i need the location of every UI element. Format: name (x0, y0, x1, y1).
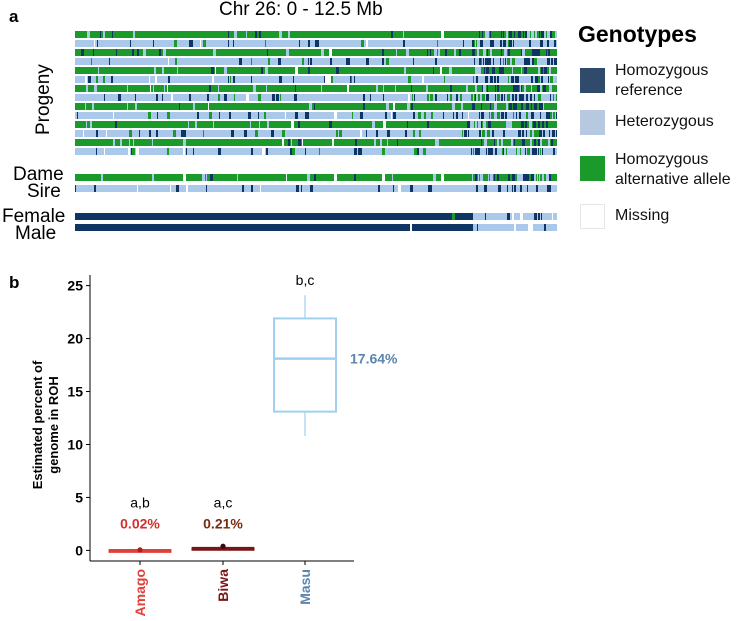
data-point (137, 547, 143, 553)
y-tick-label: 5 (75, 489, 83, 505)
significance-label: b,c (296, 272, 315, 288)
genotype-row (75, 85, 557, 92)
genotype-row (75, 185, 557, 192)
genotype-row (75, 67, 557, 74)
male-label: Male (15, 223, 57, 244)
genotype-heatmap (75, 31, 557, 231)
significance-label: a,b (130, 494, 150, 510)
iqr-box (273, 317, 337, 413)
chromosome-title: Chr 26: 0 - 12.5 Mb (219, 0, 383, 20)
genotype-row (75, 213, 557, 220)
genotype-row (75, 58, 557, 65)
legend-item-hom-ref: Homozygous reference (615, 62, 709, 99)
panel-a-label: a (9, 7, 19, 26)
genotype-row (75, 31, 557, 38)
x-category-label: Biwa (215, 569, 231, 602)
panel-b-label: b (9, 273, 20, 292)
mean-label: 0.21% (203, 515, 243, 531)
data-point (220, 543, 226, 549)
mean-label: 17.64% (350, 351, 398, 367)
genotype-row (75, 148, 557, 155)
y-tick-label: 10 (67, 436, 83, 452)
legend-swatch-missing (580, 204, 605, 229)
y-axis-label-line1: Estimated percent of (30, 360, 45, 489)
box-masu: 17.64% b,c Masu (273, 272, 398, 605)
y-axis-label: Estimated percent of genome in ROH (30, 360, 61, 489)
progeny-label: Progeny (33, 64, 54, 135)
legend-swatch-het (580, 110, 605, 135)
genotype-row (75, 224, 557, 231)
legend-item-het: Heterozygous (615, 113, 714, 130)
genotype-row (75, 139, 557, 146)
y-tick-label: 0 (75, 542, 83, 558)
genotype-row (75, 130, 557, 137)
genotype-row (75, 40, 557, 47)
y-tick-label: 25 (67, 278, 83, 294)
y-tick-label: 20 (67, 331, 83, 347)
genotype-row (75, 76, 557, 83)
legend-title: Genotypes (578, 21, 697, 47)
y-tick-label: 15 (67, 384, 83, 400)
female-label: Female (2, 206, 66, 227)
genotype-row (75, 121, 557, 128)
significance-label: a,c (214, 494, 233, 510)
legend-item-missing: Missing (615, 207, 670, 224)
genotype-row (75, 174, 557, 181)
dame-label: Dame (13, 164, 64, 185)
roh-boxplot: Estimated percent of genome in ROH 0 5 10 1… (30, 272, 398, 616)
x-category-label: Amago (132, 569, 148, 616)
genotype-row (75, 112, 557, 119)
x-category-label: Masu (297, 569, 313, 605)
genotype-row (75, 49, 557, 56)
box-biwa: 0.21% a,c Biwa (191, 494, 255, 602)
mean-label: 0.02% (120, 515, 160, 531)
legend-swatch-hom-ref (580, 68, 605, 93)
y-axis-label-line2: genome in ROH (46, 376, 61, 474)
box-amago: 0.02% a,b Amago (108, 494, 172, 616)
legend-item-hom-alt: Homozygous alternative allele (615, 151, 731, 188)
genotype-row (75, 94, 557, 101)
legend-swatch-hom-alt (580, 156, 605, 181)
genotype-row (75, 103, 557, 110)
sire-label: Sire (27, 181, 61, 202)
